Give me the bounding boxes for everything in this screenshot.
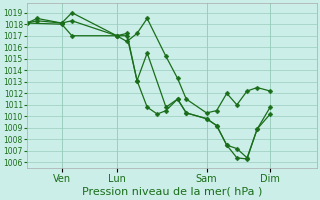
X-axis label: Pression niveau de la mer( hPa ): Pression niveau de la mer( hPa ) bbox=[82, 187, 262, 197]
